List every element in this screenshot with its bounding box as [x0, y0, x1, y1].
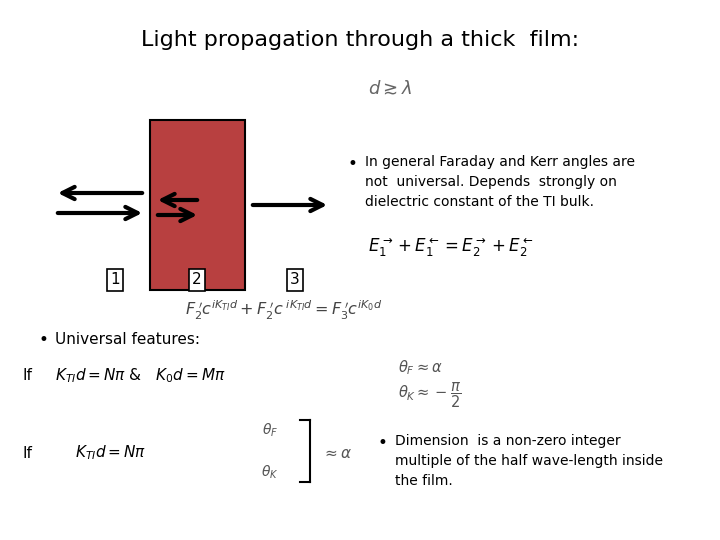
Text: 3: 3	[290, 273, 300, 287]
Text: Dimension  is a non-zero integer
multiple of the half wave-length inside
the fil: Dimension is a non-zero integer multiple…	[395, 434, 663, 488]
Text: $\approx \alpha$: $\approx \alpha$	[322, 446, 353, 461]
Text: Universal features:: Universal features:	[55, 333, 200, 348]
Bar	[150, 120, 245, 290]
Text: $K_{TI}d = N\pi$: $K_{TI}d = N\pi$	[75, 444, 146, 462]
Text: •: •	[347, 155, 357, 173]
Text: $\theta_K$: $\theta_K$	[261, 463, 279, 481]
Text: $F_2^{\;\prime} c^{iK_{TI}d} + F_2^{\;\prime} c^{\;iK_{TI}d} = F_3^{\;\prime} c^: $F_2^{\;\prime} c^{iK_{TI}d} + F_2^{\;\p…	[185, 299, 382, 322]
Text: •: •	[38, 331, 48, 349]
Text: $\theta_F$: $\theta_F$	[262, 421, 278, 438]
Text: $E_1^{\rightarrow} + E_1^{\leftarrow} = E_2^{\rightarrow} + E_2^{\leftarrow}$: $E_1^{\rightarrow} + E_1^{\leftarrow} = …	[368, 237, 534, 259]
Text: $\theta_F \approx \alpha$: $\theta_F \approx \alpha$	[398, 359, 443, 377]
Text: •: •	[377, 434, 387, 452]
Text: In general Faraday and Kerr angles are
not  universal. Depends  strongly on
diel: In general Faraday and Kerr angles are n…	[365, 155, 635, 209]
Text: $\theta_K \approx -\dfrac{\pi}{2}$: $\theta_K \approx -\dfrac{\pi}{2}$	[398, 380, 462, 410]
Text: 2: 2	[192, 273, 202, 287]
Text: 1: 1	[110, 273, 120, 287]
Text: If: If	[22, 446, 32, 461]
Text: $K_{TI}d = N\pi$ &   $K_0d = M\pi$: $K_{TI}d = N\pi$ & $K_0d = M\pi$	[55, 367, 225, 386]
Text: If: If	[22, 368, 32, 383]
Text: $d \gtrsim \lambda$: $d \gtrsim \lambda$	[368, 80, 412, 98]
Text: Light propagation through a thick  film:: Light propagation through a thick film:	[141, 30, 579, 50]
